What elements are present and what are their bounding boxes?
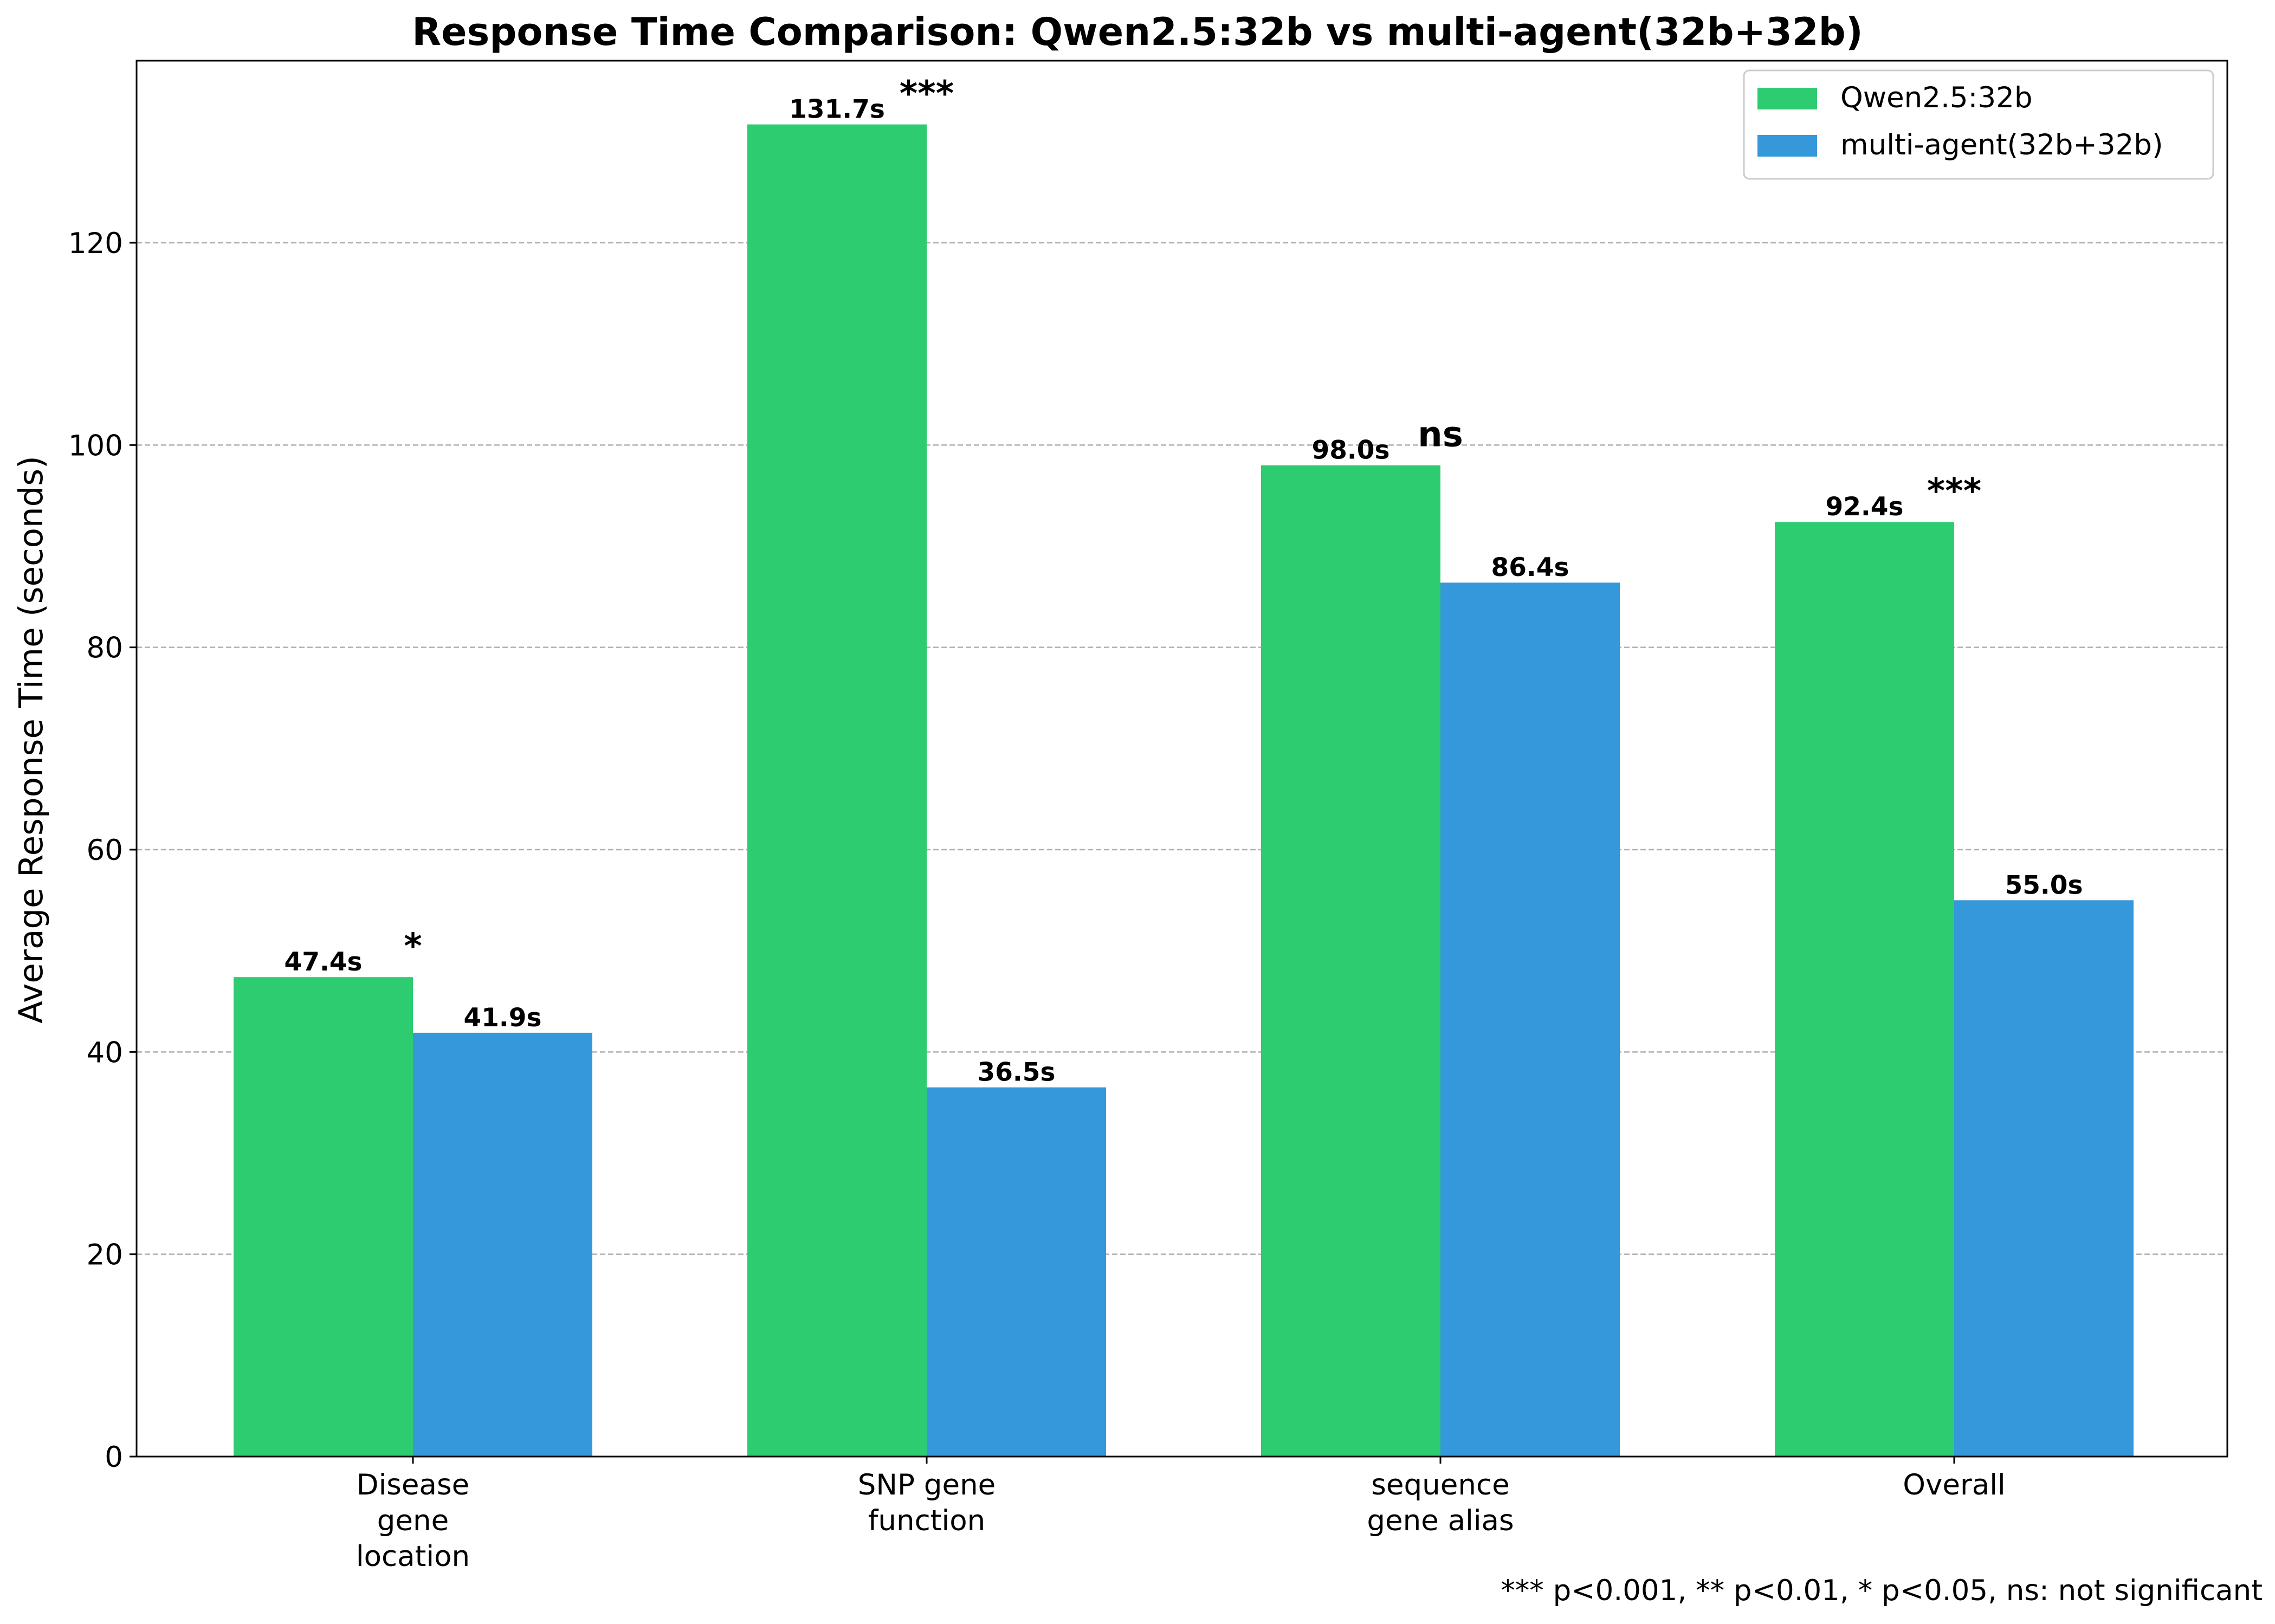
value-label: 55.0s: [2005, 870, 2083, 900]
bar-qwen: [1261, 465, 1440, 1457]
value-label: 92.4s: [1826, 492, 1904, 522]
legend-swatch: [1757, 135, 1817, 157]
value-label: 86.4s: [1491, 553, 1569, 583]
value-labels: 47.4s 131.7s 98.0s 92.4s 41.9s 36.5s 86.4s 55.0…: [285, 95, 2083, 1088]
y-tick-label: 120: [68, 227, 123, 260]
legend-box: [1743, 69, 2214, 180]
value-label: 41.9s: [464, 1003, 542, 1033]
significance-marker: *: [404, 927, 422, 967]
y-tick-label: 80: [87, 632, 123, 665]
x-tick-label: Disease: [357, 1468, 469, 1502]
value-label: 98.0s: [1312, 436, 1390, 465]
y-tick-label: 100: [68, 429, 123, 462]
x-tick-label: Overall: [1903, 1468, 2005, 1502]
plot-frame: [135, 60, 2228, 1458]
bar-multi-agent: [413, 1032, 592, 1457]
significance-labels: ****ns***: [404, 74, 1981, 967]
x-tick-label: gene: [377, 1504, 449, 1537]
y-tick-label: 60: [87, 834, 123, 867]
x-tick-label: SNP gene: [858, 1468, 996, 1502]
value-label: 36.5s: [978, 1058, 1056, 1088]
significance-marker: ***: [1927, 471, 1981, 512]
y-tick-label: 40: [87, 1036, 123, 1069]
bars: [234, 124, 2134, 1457]
legend-label: multi-agent(32b+32b): [1840, 128, 2163, 161]
legend: Qwen2.5:32b multi-agent(32b+32b): [1743, 69, 2214, 180]
y-tick-label: 20: [87, 1239, 123, 1272]
bar-multi-agent: [1440, 583, 1620, 1457]
value-label: 131.7s: [789, 95, 885, 125]
significance-marker: ***: [900, 74, 954, 114]
significance-marker: ns: [1418, 415, 1463, 455]
x-tick-label: gene alias: [1367, 1504, 1514, 1537]
bar-qwen: [1775, 522, 1954, 1457]
legend-label: Qwen2.5:32b: [1840, 81, 2033, 114]
x-tick-label: location: [356, 1540, 470, 1573]
chart-title: Response Time Comparison: Qwen2.5:32b vs…: [412, 10, 1863, 54]
y-axis-ticks: 0 20 40 60 80 100 120: [68, 227, 137, 1474]
bar-multi-agent: [1954, 900, 2134, 1457]
y-axis-label: Average Response Time (seconds): [12, 456, 50, 1024]
x-tick-label: function: [868, 1504, 986, 1537]
value-label: 47.4s: [285, 947, 363, 977]
bar-qwen: [234, 977, 413, 1457]
x-tick-label: sequence: [1371, 1468, 1509, 1502]
bar-qwen: [747, 124, 927, 1457]
legend-swatch: [1757, 88, 1817, 109]
significance-footnote: *** p<0.001, ** p<0.01, * p<0.05, ns: no…: [1501, 1574, 2263, 1607]
y-tick-label: 0: [105, 1441, 123, 1474]
bar-multi-agent: [927, 1087, 1106, 1457]
